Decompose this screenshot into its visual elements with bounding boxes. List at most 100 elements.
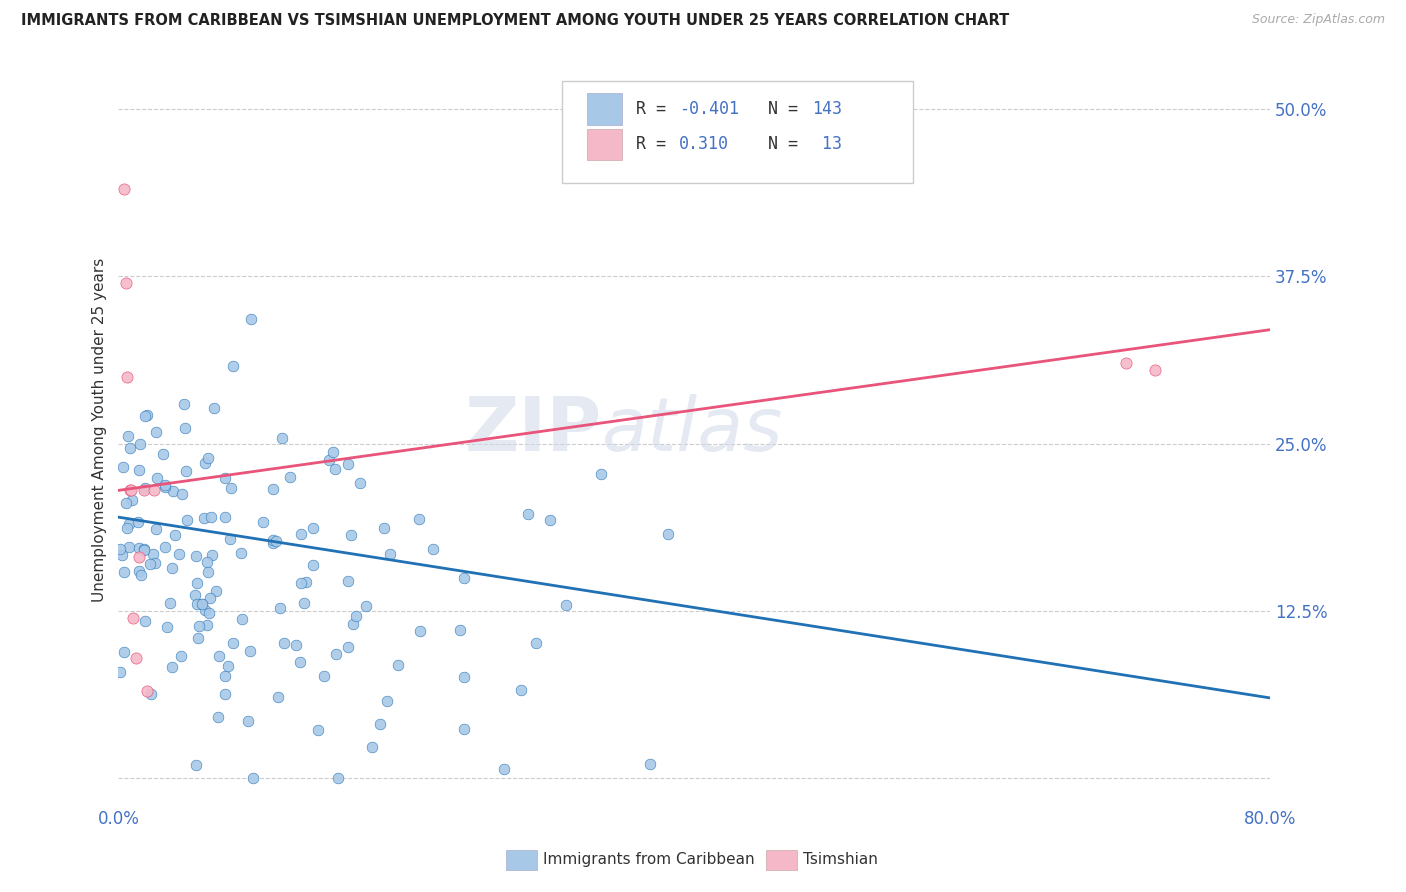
Point [323,462,346,476]
Point [207,648,229,663]
Point [325,647,347,661]
Point [145,425,167,440]
Point [262,536,284,550]
Point [112,459,135,474]
Point [207,709,229,723]
Point [262,482,284,496]
Point [217,658,239,673]
Point [127,515,149,529]
Point [200,591,222,605]
Point [219,481,242,495]
Point [176,513,198,527]
Text: Immigrants from Caribbean: Immigrants from Caribbean [543,853,755,867]
Point [657,526,679,541]
Point [214,471,236,485]
Point [290,527,312,541]
FancyBboxPatch shape [588,94,621,125]
Point [195,618,218,632]
Point [128,436,150,450]
Point [408,512,430,526]
Point [640,756,662,771]
Point [108,541,131,556]
Point [128,462,150,476]
Point [336,457,359,471]
Point [269,601,291,615]
Point [339,527,361,541]
Point [449,623,471,637]
Point [184,758,207,772]
Point [125,650,148,665]
Point [492,762,515,776]
Point [239,311,262,326]
Point [218,533,240,547]
Point [202,401,225,416]
Point [292,596,315,610]
Point [1144,363,1167,377]
Point [153,480,176,494]
Point [173,397,195,411]
Point [186,576,208,591]
Point [170,648,193,663]
Point [453,722,475,736]
Point [156,619,179,633]
Point [252,515,274,529]
Point [278,470,301,484]
Point [187,631,209,645]
Point [302,558,325,572]
Point [120,483,142,498]
Point [128,550,150,565]
Point [422,541,444,556]
Point [134,483,156,498]
Point [229,546,252,560]
Point [290,655,312,669]
Point [141,687,163,701]
Point [131,567,153,582]
Point [214,669,236,683]
Point [336,640,359,654]
Text: atlas: atlas [602,394,783,467]
Point [143,556,166,570]
Point [295,575,318,590]
Point [307,723,329,738]
Point [170,487,193,501]
Point [115,496,138,510]
Point [187,619,209,633]
Point [326,772,349,786]
Point [193,510,215,524]
Point [387,657,409,672]
Point [370,716,392,731]
Point [184,588,207,602]
Point [117,429,139,443]
Point [524,636,547,650]
Point [356,599,378,613]
Point [195,555,218,569]
Point [163,528,186,542]
Point [214,688,236,702]
Point [336,574,359,588]
Point [145,522,167,536]
Point [378,547,401,561]
Text: N =: N = [768,136,818,153]
Point [197,450,219,465]
Point [322,445,344,459]
Point [589,467,612,481]
Point [142,547,165,561]
Point [134,614,156,628]
Point [146,471,169,485]
Point [115,521,138,535]
Point [112,645,135,659]
Point [516,507,538,521]
Point [134,541,156,556]
Point [242,772,264,786]
Point [136,408,159,422]
Y-axis label: Unemployment Among Youth under 25 years: Unemployment Among Youth under 25 years [93,258,107,602]
Point [239,644,262,658]
Point [198,606,221,620]
Point [361,740,384,755]
Point [184,549,207,563]
Point [139,557,162,571]
Point [285,639,308,653]
FancyBboxPatch shape [588,128,621,161]
Point [231,612,253,626]
Point [112,182,135,196]
